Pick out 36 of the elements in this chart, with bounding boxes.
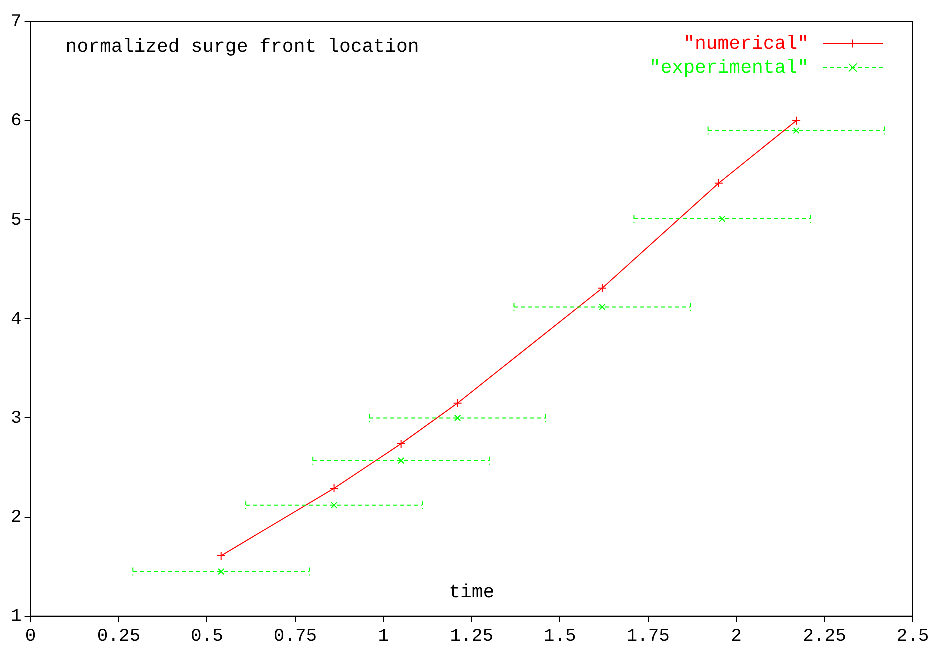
y-tick-label: 4	[10, 310, 22, 330]
y-tick-label: 3	[10, 408, 22, 429]
x-tick-label: 0.5	[191, 626, 224, 647]
point	[792, 116, 802, 126]
y-tick-label: 7	[10, 12, 22, 33]
x-tick-label: 0.25	[97, 626, 141, 647]
point	[793, 127, 800, 134]
x-tick-label: 2.5	[896, 626, 930, 647]
y-tick-label: 2	[10, 508, 22, 528]
x-tick-label: 2.25	[803, 626, 846, 647]
x-tick-label: 1.5	[544, 626, 576, 647]
y-tick-label: 1	[10, 607, 22, 628]
point	[719, 216, 726, 222]
point	[396, 439, 406, 448]
x-tick-label: 0.75	[274, 626, 318, 647]
point	[218, 568, 225, 576]
point	[454, 414, 462, 422]
x-tick-label: 0	[25, 626, 36, 647]
x-tick-label: 1.25	[450, 626, 494, 647]
point	[453, 398, 462, 408]
point	[714, 178, 724, 188]
y-tick-label: 6	[10, 112, 22, 132]
point	[599, 304, 606, 311]
point	[330, 484, 339, 494]
point	[398, 457, 405, 464]
legend-label: "experimental"	[649, 56, 809, 79]
x-tick-label: 2	[731, 626, 742, 647]
point	[330, 502, 338, 509]
x-axis-title: time	[449, 581, 495, 604]
x-tick-label: 1.75	[626, 626, 670, 647]
legend-label: "numerical"	[684, 32, 809, 55]
text: normalized surge front location	[66, 36, 420, 58]
y-tick-label: 5	[10, 210, 22, 231]
point	[598, 284, 607, 293]
x-tick-label: 1	[378, 626, 390, 647]
point	[216, 551, 226, 560]
